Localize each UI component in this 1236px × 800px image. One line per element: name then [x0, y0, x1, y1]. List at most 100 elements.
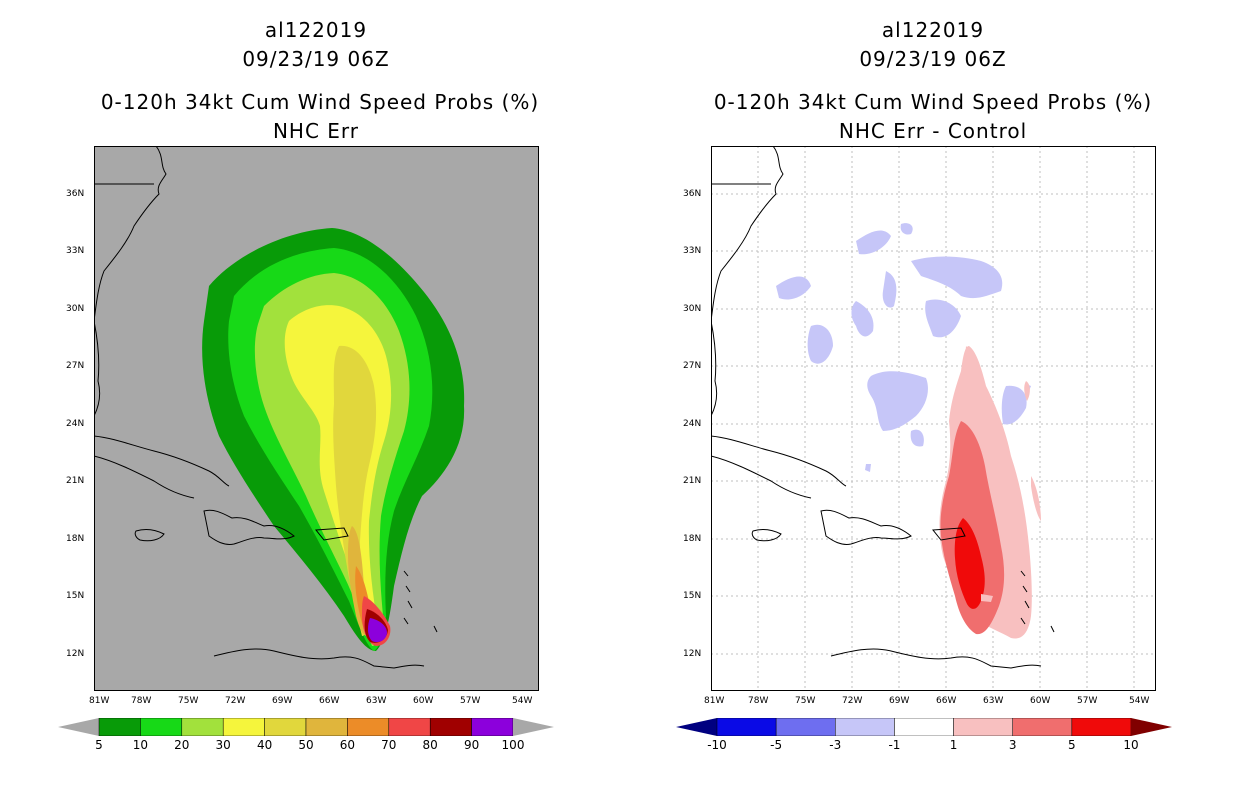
lat-tick: 21N: [683, 476, 702, 486]
colorbar-swatch: [347, 717, 390, 737]
colorbar-label: 10: [1123, 738, 1139, 752]
colorbar-left-arrow: [58, 718, 99, 736]
lat-tick: 33N: [66, 246, 85, 256]
colorbar-label: 80: [422, 738, 438, 752]
coastlines: [94, 146, 438, 669]
colorbar-swatch: [98, 717, 141, 737]
negative-difference-areas: [776, 223, 1031, 472]
left-colorbar-graphic: [58, 717, 554, 737]
positive-difference-areas: [939, 346, 1041, 639]
right-subtitle: NHC Err - Control: [838, 119, 1028, 143]
lon-tick: 54W: [512, 696, 533, 706]
lon-tick: 69W: [889, 696, 910, 706]
colorbar-label: 90: [463, 738, 480, 752]
colorbar-swatch: [471, 717, 514, 737]
left-probability-map: [94, 146, 539, 691]
colorbar-swatch: [305, 717, 348, 737]
left-colorbar: [58, 717, 554, 737]
right-product-title: 0-120h 34kt Cum Wind Speed Probs (%): [713, 90, 1153, 114]
colorbar-swatch: [953, 717, 1013, 737]
colorbar-label: 10: [132, 738, 149, 752]
right-storm-id: al122019: [881, 18, 985, 42]
left-subtitle: NHC Err: [272, 119, 360, 143]
lon-tick: 63W: [366, 696, 387, 706]
lon-tick: 75W: [178, 696, 199, 706]
colorbar-swatch: [1012, 717, 1073, 737]
colorbar-swatch: [264, 717, 307, 737]
lat-tick: 27N: [683, 361, 702, 371]
lat-tick: 30N: [683, 304, 702, 314]
colorbar-label: 60: [339, 738, 356, 752]
colorbar-label: -3: [829, 738, 842, 752]
lon-tick: 69W: [272, 696, 293, 706]
lon-tick: 57W: [1077, 696, 1098, 706]
colorbar-swatch: [429, 717, 472, 737]
lat-tick: 21N: [66, 476, 85, 486]
lat-tick: 24N: [683, 419, 702, 429]
lon-tick: 63W: [983, 696, 1004, 706]
right-colorbar: [676, 717, 1172, 737]
colorbar-label: -10: [707, 738, 727, 752]
colorbar-right-arrow: [1131, 718, 1172, 736]
lat-tick: 18N: [66, 534, 85, 544]
colorbar-label: 20: [174, 738, 190, 752]
colorbar-label: 5: [95, 738, 103, 752]
lon-tick: 81W: [89, 696, 110, 706]
lon-tick: 66W: [319, 696, 340, 706]
lon-tick: 81W: [704, 696, 725, 706]
colorbar-swatch: [140, 717, 183, 737]
lon-tick: 54W: [1129, 696, 1150, 706]
coastlines: [711, 146, 1055, 669]
lat-tick: 30N: [66, 304, 85, 314]
colorbar-left-arrow: [676, 718, 717, 736]
prob-contour-90: [367, 618, 387, 643]
lon-tick: 60W: [1030, 696, 1051, 706]
left-product-title: 0-120h 34kt Cum Wind Speed Probs (%): [100, 90, 540, 114]
colorbar-swatch: [1071, 717, 1132, 737]
map-grid: [711, 146, 1156, 691]
lat-tick: 27N: [66, 361, 85, 371]
lat-tick: 36N: [66, 189, 85, 199]
colorbar-label: 3: [1008, 738, 1017, 752]
colorbar-label: -5: [770, 738, 783, 752]
colorbar-swatch: [716, 717, 777, 737]
colorbar-label: 40: [256, 738, 273, 752]
colorbar-right-arrow: [513, 718, 554, 736]
lat-tick: 15N: [66, 591, 85, 601]
colorbar-label: 100: [501, 738, 525, 752]
colorbar-label: 5: [1068, 738, 1076, 752]
lat-tick: 36N: [683, 189, 702, 199]
colorbar-label: 30: [215, 738, 231, 752]
lon-tick: 72W: [842, 696, 863, 706]
lon-tick: 75W: [795, 696, 816, 706]
right-colorbar-graphic: [676, 717, 1172, 737]
lat-tick: 12N: [66, 649, 85, 659]
lat-tick: 33N: [683, 246, 702, 256]
lon-tick: 60W: [413, 696, 434, 706]
right-difference-map: [711, 146, 1156, 691]
lat-tick: 24N: [66, 419, 85, 429]
lat-tick: 12N: [683, 649, 702, 659]
colorbar-label: 50: [298, 738, 314, 752]
left-storm-id: al122019: [264, 18, 368, 42]
colorbar-swatch: [775, 717, 836, 737]
left-datetime: 09/23/19 06Z: [242, 47, 390, 71]
colorbar-swatch: [388, 717, 431, 737]
lon-tick: 78W: [131, 696, 152, 706]
colorbar-swatch: [222, 717, 265, 737]
lon-tick: 66W: [936, 696, 957, 706]
lat-tick: 15N: [683, 591, 702, 601]
colorbar-label: 1: [949, 738, 958, 752]
colorbar-swatch: [181, 717, 224, 737]
colorbar-swatch: [835, 717, 895, 737]
prob-contour-40: [333, 345, 377, 636]
lon-tick: 57W: [460, 696, 481, 706]
colorbar-label: -1: [888, 738, 901, 752]
lon-tick: 72W: [225, 696, 246, 706]
colorbar-swatch: [894, 717, 954, 737]
right-datetime: 09/23/19 06Z: [859, 47, 1007, 71]
lat-tick: 18N: [683, 534, 702, 544]
map-background: [711, 146, 1156, 691]
colorbar-label: 70: [381, 738, 397, 752]
lon-tick: 78W: [748, 696, 769, 706]
